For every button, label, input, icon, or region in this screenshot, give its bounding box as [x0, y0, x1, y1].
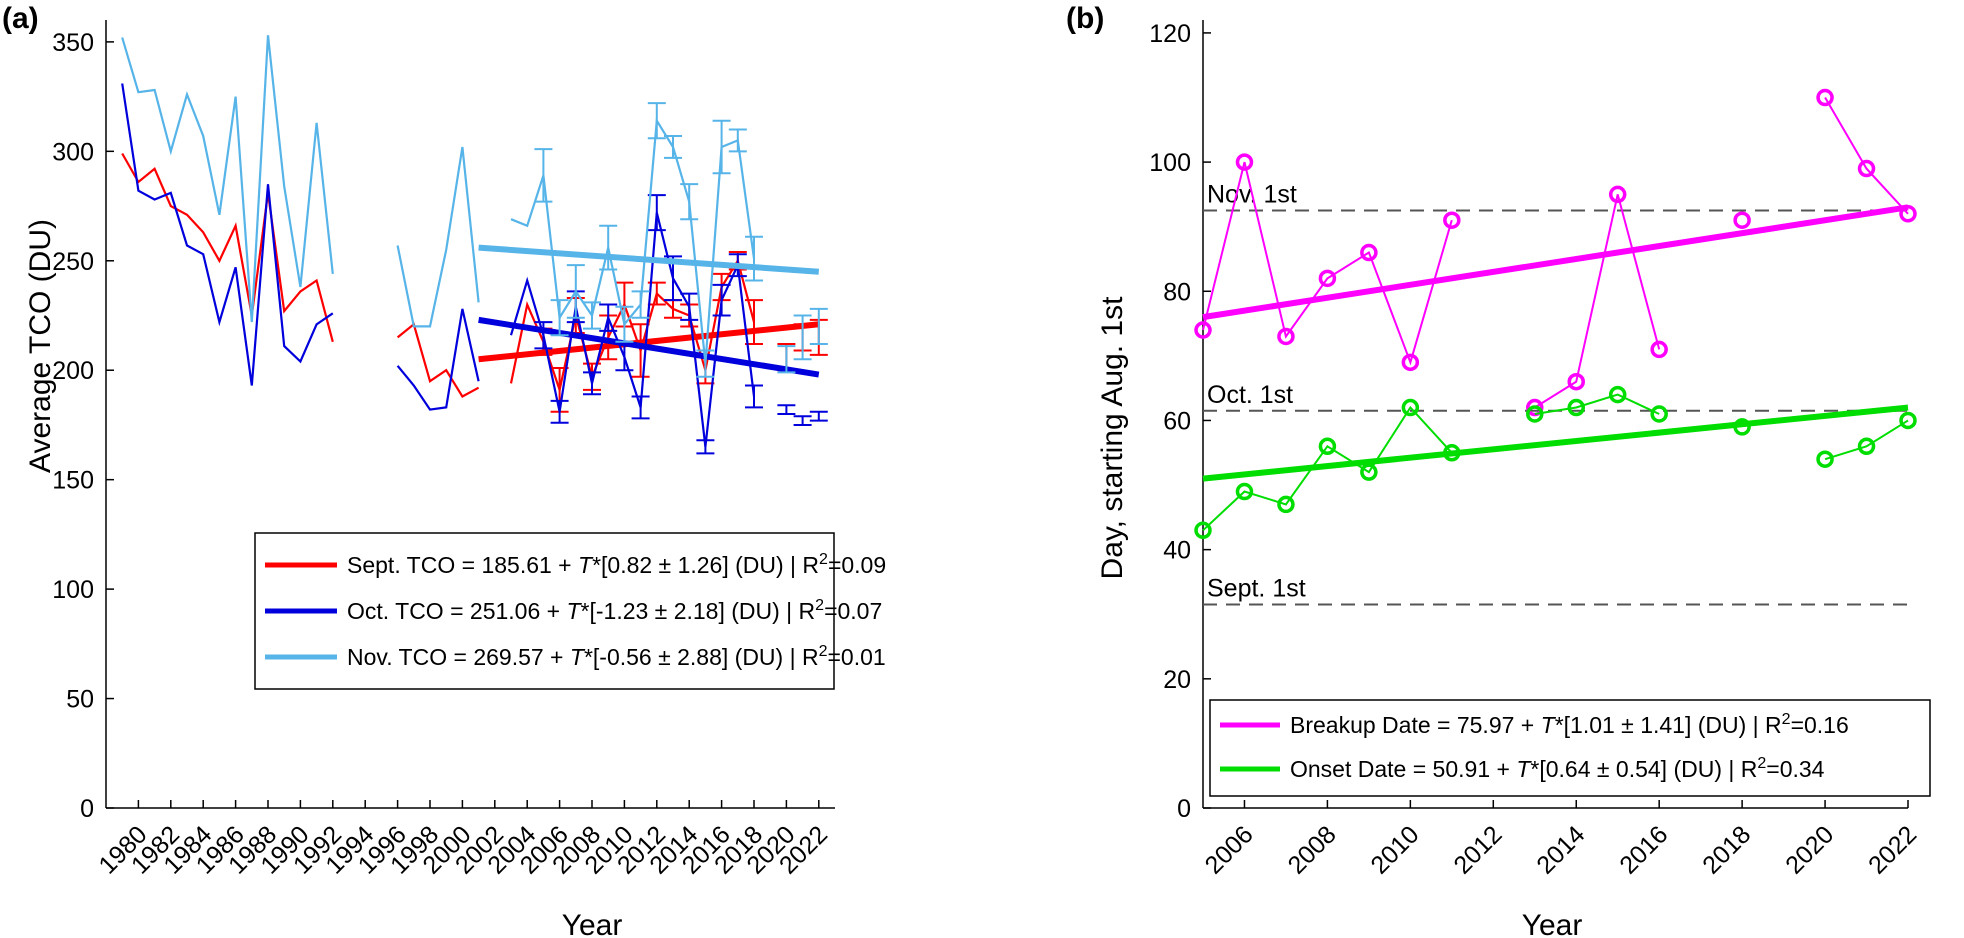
x-tick-label: 2014 — [1531, 820, 1590, 879]
onset-date-point — [1650, 405, 1668, 423]
panel-b-xlabel: Year — [1522, 909, 1583, 938]
legend-entry: Onset Date = 50.91 + T*[0.64 ± 0.54] (DU… — [1290, 755, 1825, 782]
onset-date-point — [1526, 405, 1544, 423]
breakup-date-point — [1608, 185, 1627, 204]
breakup-date-point — [1318, 269, 1337, 288]
panel-b-axes — [1202, 20, 1908, 809]
onset-date-point — [1360, 463, 1378, 481]
onset-date-point — [1608, 385, 1627, 404]
x-tick-label: 2018 — [1697, 820, 1756, 879]
panel-b-legend: Breakup Date = 75.97 + T*[1.01 ± 1.41] (… — [1209, 699, 1931, 797]
x-tick-label: 2006 — [1200, 820, 1259, 879]
y-tick-label: 80 — [1163, 278, 1191, 306]
reference-line-label: Sept. 1st — [1207, 575, 1306, 603]
onset-date-point — [1401, 398, 1420, 417]
y-tick-label: 50 — [66, 686, 94, 714]
onset-date-point — [1443, 444, 1461, 462]
y-tick-label: 350 — [52, 29, 94, 57]
legend-entry: Sept. TCO = 185.61 + T*[0.82 ± 1.26] (DU… — [347, 551, 886, 578]
onset-date-line — [1824, 419, 1909, 461]
x-tick-label: 2022 — [1863, 820, 1922, 879]
sept-trend-line — [478, 321, 820, 363]
panel-a-axes — [105, 20, 835, 809]
onset-date-point — [1318, 437, 1337, 456]
breakup-date-line — [1824, 96, 1909, 215]
oct-line — [396, 308, 480, 411]
breakup-date-point — [1567, 372, 1585, 391]
nov-trend-line — [478, 244, 820, 275]
panel-label-b: (b) — [1066, 2, 1104, 35]
onset-date-line — [1202, 405, 1453, 532]
oct-trend-line — [478, 316, 820, 378]
panel-a-ylabel: Average TCO (DU) — [24, 219, 57, 473]
y-tick-label: 100 — [1149, 149, 1191, 177]
legend-entry: Oct. TCO = 251.06 + T*[-1.23 ± 2.18] (DU… — [347, 597, 882, 624]
y-tick-label: 0 — [1177, 795, 1191, 823]
y-tick-label: 0 — [80, 795, 94, 823]
sept-line — [509, 258, 756, 395]
breakup-date-point — [1650, 340, 1668, 359]
nov-line — [510, 117, 756, 364]
y-tick-label: 40 — [1163, 537, 1191, 565]
nov-line — [121, 35, 334, 323]
onset-date-point — [1857, 437, 1876, 456]
breakup-date-point — [1443, 211, 1461, 229]
sept-line — [121, 152, 334, 343]
y-tick-label: 200 — [52, 357, 94, 385]
panel-b-ylabel: Day, starting Aug. 1st — [1096, 296, 1129, 580]
onset-date-point — [1194, 521, 1212, 540]
onset-date-point — [1733, 418, 1751, 436]
reference-line-label: Oct. 1st — [1207, 381, 1293, 409]
panel-label-a: (a) — [2, 2, 39, 35]
panel-a-data — [121, 35, 828, 455]
breakup-date-point — [1857, 159, 1876, 178]
breakup-date-trend-line — [1202, 204, 1909, 321]
nov-line — [396, 146, 480, 328]
breakup-date-point — [1899, 205, 1917, 223]
breakup-date-line — [1534, 194, 1661, 409]
onset-date-point — [1235, 482, 1254, 501]
x-tick-label: 2010 — [1365, 820, 1424, 879]
panel-a-ticks: 0501001502002503003501980198219841986198… — [52, 29, 833, 880]
onset-date-point — [1899, 411, 1917, 430]
onset-date-line — [1534, 393, 1660, 415]
breakup-date-point — [1526, 398, 1544, 417]
y-tick-label: 250 — [52, 248, 94, 276]
breakup-date-point — [1277, 327, 1295, 346]
oct-line — [509, 212, 756, 447]
y-tick-label: 120 — [1149, 20, 1191, 48]
oct-line — [121, 83, 334, 386]
x-tick-label: 2012 — [1448, 820, 1507, 879]
legend-box — [254, 532, 835, 690]
x-tick-label: 2016 — [1614, 820, 1673, 879]
breakup-date-point — [1816, 88, 1834, 107]
panel-a: (a) 050100150200250300350198019821984198… — [2, 2, 886, 938]
breakup-date-point — [1235, 153, 1254, 171]
sept-line — [396, 322, 480, 398]
x-tick-label: 2008 — [1283, 820, 1342, 879]
onset-date-point — [1567, 398, 1585, 417]
breakup-date-point — [1194, 321, 1212, 339]
legend-entry: Breakup Date = 75.97 + T*[1.01 ± 1.41] (… — [1290, 711, 1849, 738]
y-tick-label: 150 — [52, 467, 94, 495]
breakup-date-point — [1401, 353, 1420, 372]
onset-date-trend-line — [1202, 404, 1909, 482]
breakup-date-point — [1360, 243, 1378, 262]
onset-date-point — [1277, 495, 1295, 514]
legend-box — [1209, 699, 1931, 797]
panel-a-legend: Sept. TCO = 185.61 + T*[0.82 ± 1.26] (DU… — [254, 532, 886, 690]
breakup-date-point — [1733, 211, 1751, 229]
legend-entry: Nov. TCO = 269.57 + T*[-0.56 ± 2.88] (DU… — [347, 643, 886, 670]
y-tick-label: 100 — [52, 576, 94, 604]
y-tick-label: 20 — [1163, 666, 1191, 694]
breakup-date-line — [1202, 161, 1453, 366]
y-tick-label: 300 — [52, 138, 94, 166]
panel-a-xlabel: Year — [562, 909, 623, 938]
onset-date-point — [1816, 450, 1834, 468]
y-tick-label: 60 — [1163, 407, 1191, 435]
x-tick-label: 2020 — [1780, 820, 1839, 879]
